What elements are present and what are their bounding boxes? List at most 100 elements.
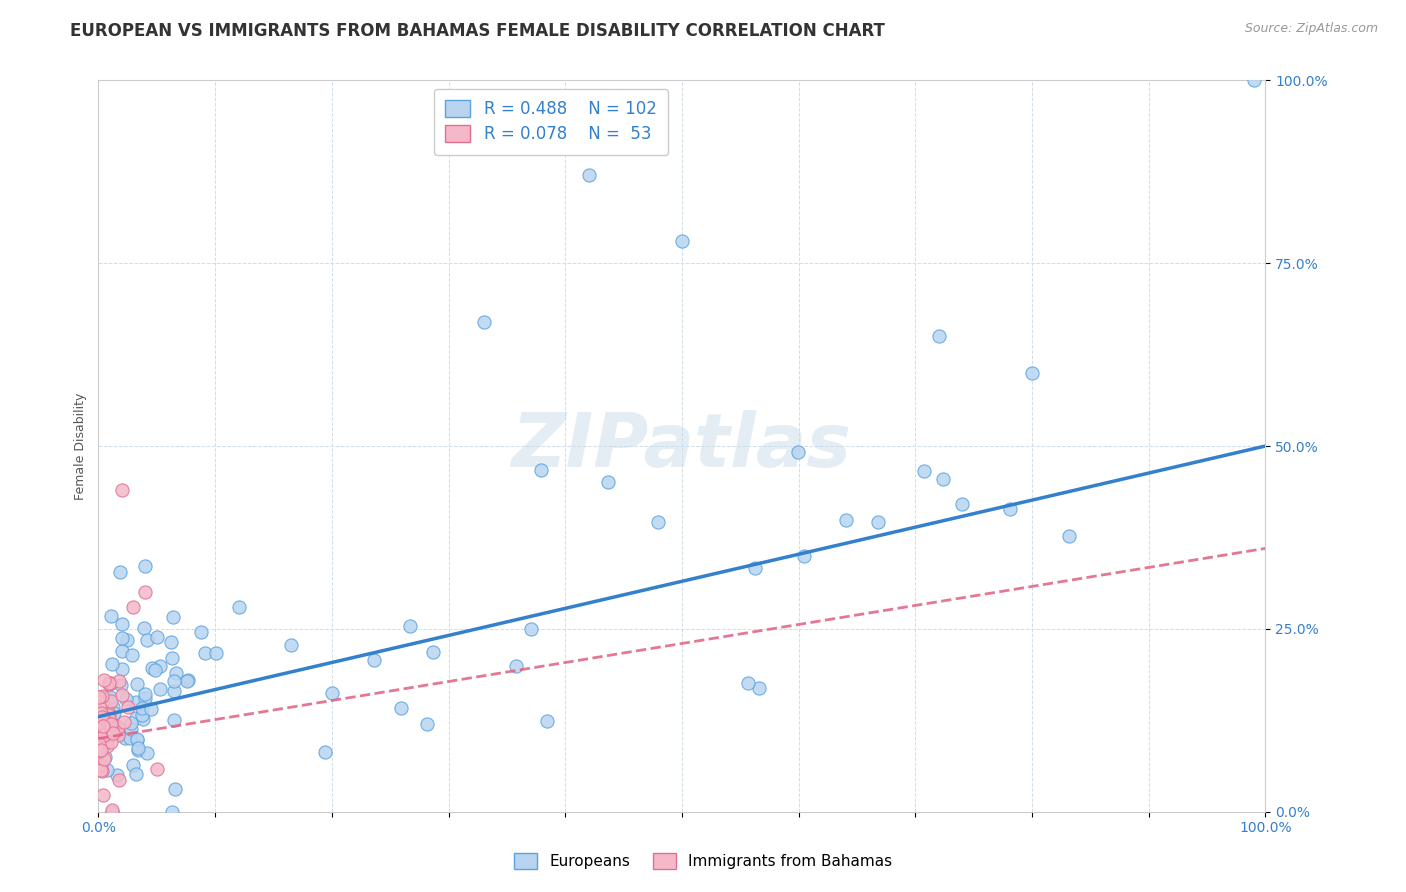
Point [912, 464, 935, 478]
Point [160, 805, 183, 819]
Point [105, 721, 128, 735]
Point [105, 768, 128, 782]
Point [111, 662, 134, 676]
Point [647, 515, 669, 529]
Point [87, 744, 110, 758]
Point [122, 599, 145, 614]
Point [868, 515, 890, 529]
Point [998, 501, 1021, 516]
Point [105, 721, 128, 735]
Point [422, 645, 444, 659]
Point [101, 657, 124, 672]
Point [89, 700, 111, 714]
Point [134, 687, 156, 701]
Point [91, 788, 114, 802]
Point [94, 729, 117, 743]
Point [125, 711, 148, 725]
Point [97, 706, 120, 720]
Point [115, 632, 138, 647]
Point [165, 666, 187, 681]
Point [141, 661, 163, 675]
Point [98, 690, 121, 704]
Point [146, 762, 169, 776]
Point [125, 732, 148, 747]
Point [89, 737, 111, 751]
Point [110, 565, 132, 579]
Point [321, 686, 343, 700]
Point [103, 706, 125, 720]
Point [205, 646, 228, 660]
Point [94, 690, 117, 704]
Point [111, 644, 134, 658]
Point [93, 721, 115, 735]
Point [121, 758, 143, 772]
Point [228, 600, 250, 615]
Point [112, 714, 135, 729]
Point [101, 706, 124, 721]
Point [505, 659, 527, 673]
Point [100, 693, 122, 707]
Point [950, 497, 973, 511]
Point [111, 688, 134, 702]
Point [143, 664, 166, 678]
Point [127, 743, 149, 757]
Point [163, 782, 186, 797]
Point [1021, 366, 1043, 380]
Point [115, 691, 138, 706]
Point [415, 716, 437, 731]
Point [93, 728, 115, 742]
Point [103, 726, 125, 740]
Point [127, 741, 149, 756]
Point [111, 483, 134, 497]
Point [194, 646, 217, 660]
Point [101, 725, 124, 739]
Point [793, 549, 815, 563]
Point [176, 673, 198, 688]
Point [93, 673, 115, 688]
Text: Source: ZipAtlas.com: Source: ZipAtlas.com [1244, 22, 1378, 36]
Point [132, 712, 155, 726]
Y-axis label: Female Disability: Female Disability [75, 392, 87, 500]
Point [131, 708, 153, 723]
Point [120, 722, 142, 736]
Point [100, 722, 122, 736]
Point [786, 445, 808, 459]
Point [399, 618, 422, 632]
Point [125, 695, 148, 709]
Point [835, 513, 858, 527]
Point [160, 651, 183, 665]
Point [163, 673, 186, 688]
Point [177, 673, 200, 688]
Point [107, 728, 129, 742]
Point [141, 702, 163, 716]
Point [98, 676, 121, 690]
Point [160, 635, 183, 649]
Point [111, 617, 134, 632]
Point [108, 673, 131, 688]
Point [134, 621, 156, 635]
Point [134, 558, 156, 573]
Point [90, 763, 112, 777]
Point [89, 690, 111, 704]
Point [135, 746, 157, 760]
Point [117, 700, 139, 714]
Point [163, 684, 186, 698]
Point [748, 681, 770, 695]
Point [91, 719, 114, 733]
Point [90, 715, 112, 730]
Point [97, 708, 120, 723]
Point [1057, 529, 1080, 543]
Point [280, 638, 302, 652]
Point [91, 738, 114, 752]
Point [100, 676, 122, 690]
Point [90, 706, 112, 721]
Point [100, 608, 122, 623]
Point [121, 648, 143, 663]
Point [744, 561, 766, 575]
Point [578, 169, 600, 183]
Point [101, 803, 124, 817]
Point [93, 728, 115, 742]
Point [110, 678, 132, 692]
Point [90, 689, 112, 703]
Point [96, 732, 118, 747]
